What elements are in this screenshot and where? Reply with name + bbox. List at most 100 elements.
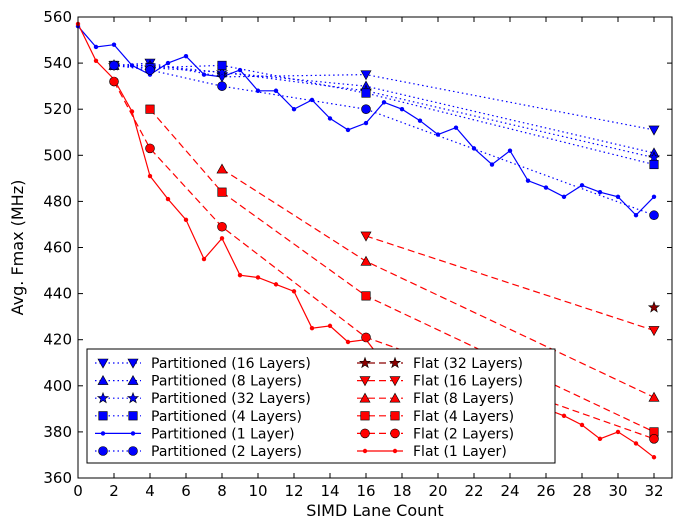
data-point-partitioned-1-layer	[93, 44, 99, 50]
data-point-partitioned-1-layer	[489, 162, 495, 167]
x-tick-label: 18	[392, 482, 411, 500]
data-point-flat-1-layer	[111, 77, 117, 82]
data-point-flat-1-layer	[255, 275, 261, 280]
data-point-partitioned-1-layer	[525, 178, 531, 183]
data-point-partitioned-1-layer	[183, 53, 189, 59]
legend-marker	[359, 376, 371, 387]
legend-marker	[358, 356, 372, 369]
data-point-partitioned-2-layers	[217, 81, 227, 91]
y-tick-label: 480	[43, 192, 72, 210]
series-line-partitioned-16-layers	[113, 62, 655, 131]
data-point-partitioned-2-layers	[109, 60, 119, 71]
x-tick-label: 32	[644, 482, 663, 500]
legend-marker	[128, 411, 138, 421]
data-point-partitioned-1-layer	[651, 194, 657, 199]
data-point-partitioned-1-layer	[507, 148, 513, 153]
data-point-flat-1-layer	[273, 282, 279, 287]
y-tick-label: 420	[43, 331, 72, 349]
data-point-flat-8-layers	[216, 163, 228, 174]
data-point-partitioned-2-layers	[361, 104, 371, 114]
data-point-flat-1-layer	[165, 196, 171, 202]
legend-label: Partitioned (32 Layers)	[151, 391, 311, 407]
legend-marker	[360, 428, 370, 439]
legend-marker	[96, 391, 110, 404]
legend-label: Flat (16 Layers)	[413, 374, 523, 390]
data-point-partitioned-1-layer	[615, 194, 621, 199]
data-point-partitioned-1-layer	[237, 67, 243, 73]
data-point-partitioned-1-layer	[291, 107, 297, 112]
x-tick-label: 14	[320, 482, 339, 500]
x-tick-label: 4	[145, 482, 155, 500]
series-line-partitioned-2-layers	[113, 64, 655, 216]
data-point-partitioned-1-layer	[165, 60, 171, 66]
legend-label: Partitioned (2 Layers)	[151, 444, 302, 460]
y-tick-label: 540	[43, 54, 72, 72]
data-point-flat-1-layer	[633, 441, 639, 446]
data-point-flat-1-layer	[327, 323, 333, 329]
data-point-partitioned-1-layer	[363, 120, 369, 126]
legend-marker	[97, 374, 109, 385]
legend-marker	[127, 374, 139, 385]
data-point-partitioned-1-layer	[255, 88, 261, 93]
x-tick-label: 8	[217, 482, 227, 500]
data-point-flat-1-layer	[93, 58, 99, 63]
legend: Partitioned (16 Layers) Partitioned (8 La…	[86, 348, 556, 464]
data-point-partitioned-1-layer	[309, 97, 315, 103]
legend-marker	[126, 391, 140, 404]
data-point-partitioned-1-layer	[435, 132, 441, 137]
x-tick-label: 2	[109, 482, 119, 500]
data-point-flat-8-layers	[648, 391, 660, 402]
data-point-flat-1-layer	[615, 429, 621, 435]
data-point-flat-4-layers	[361, 291, 371, 301]
data-point-partitioned-16-layers	[648, 125, 660, 136]
legend-marker	[97, 358, 109, 369]
y-tick-label: 520	[43, 100, 72, 118]
data-point-flat-1-layer	[291, 289, 297, 294]
legend-label: Flat (32 Layers)	[413, 356, 523, 372]
data-point-partitioned-16-layers	[360, 70, 372, 81]
y-tick-label: 500	[43, 146, 72, 164]
legend-marker	[130, 431, 136, 436]
data-point-flat-1-layer	[147, 173, 153, 179]
legend-marker	[98, 446, 108, 456]
data-point-flat-16-layers	[648, 326, 660, 337]
legend-marker	[100, 431, 106, 436]
data-point-flat-1-layer	[219, 236, 225, 241]
data-point-partitioned-2-layers	[145, 65, 155, 75]
data-point-flat-4-layers	[145, 104, 155, 114]
y-tick-label: 460	[43, 239, 72, 257]
legend-marker	[360, 411, 370, 421]
data-point-flat-2-layers	[145, 143, 155, 154]
legend-marker	[359, 392, 371, 403]
data-point-flat-2-layers	[217, 221, 227, 232]
legend-label: Flat (8 Layers)	[413, 391, 514, 407]
data-point-flat-1-layer	[129, 109, 135, 114]
x-tick-label: 6	[181, 482, 191, 500]
y-tick-label: 440	[43, 285, 72, 303]
data-point-flat-1-layer	[363, 337, 369, 342]
x-tick-label: 28	[572, 482, 591, 500]
data-point-flat-1-layer	[183, 217, 189, 223]
legend-marker	[390, 428, 400, 439]
series-line-partitioned-32-layers	[113, 64, 655, 159]
data-point-partitioned-1-layer	[399, 107, 405, 112]
data-point-partitioned-32-layers	[215, 65, 229, 78]
x-axis-label: SIMD Lane Count	[306, 501, 443, 520]
axis-ticks	[77, 16, 672, 479]
data-point-partitioned-1-layer	[345, 127, 351, 133]
series-line-flat-16-layers	[365, 235, 655, 332]
legend-label: Flat (2 Layers)	[413, 426, 514, 442]
data-point-partitioned-1-layer	[273, 88, 279, 93]
legend-marker	[388, 356, 402, 369]
data-point-partitioned-4-layers	[217, 60, 227, 70]
data-point-flat-32-layers	[647, 301, 661, 313]
legend-label: Partitioned (8 Layers)	[151, 374, 302, 390]
data-point-flat-1-layer	[201, 256, 207, 262]
data-point-partitioned-4-layers	[649, 159, 659, 170]
tick-labels: 0 2 4 6 8 10 12 14 16 18 20 22 24 26 28 30 3236038040042…	[43, 8, 663, 500]
data-point-partitioned-1-layer	[597, 189, 603, 195]
data-point-flat-1-layer	[237, 272, 243, 278]
legend-label: Flat (1 Layer)	[413, 444, 507, 460]
data-point-flat-8-layers	[360, 255, 372, 266]
